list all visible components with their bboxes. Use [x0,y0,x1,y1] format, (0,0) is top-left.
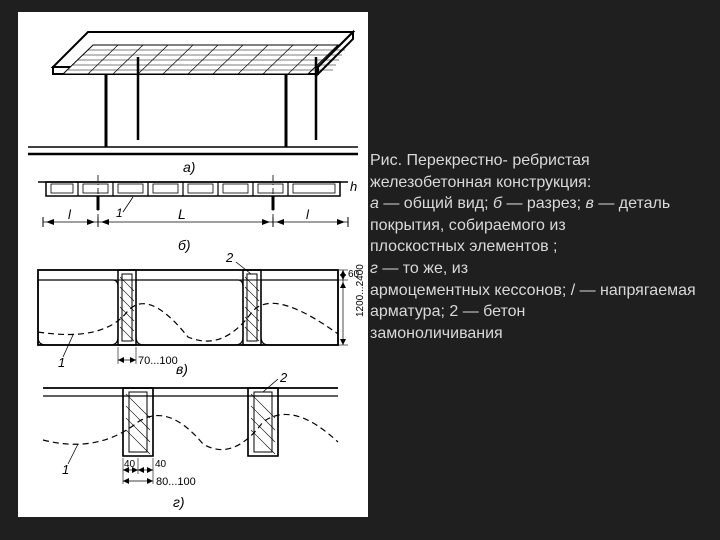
caption-seg-2b: — общий вид; [379,195,493,212]
label-2-g: 2 [279,370,288,385]
caption-line-3: плоскостных элементов ; [370,238,557,255]
label-80-100: 80...100 [156,476,196,488]
label-1-b: 1 [116,206,123,220]
label-L: L [178,206,186,222]
figure-panel: а) [18,12,368,517]
technical-drawing: а) [18,12,368,517]
caption-seg-2d: — разрез; [502,195,586,212]
view-b-section: l L l h 1 [38,175,357,227]
caption-em-g: г [370,260,378,277]
label-70-100: 70...100 [138,355,178,367]
label-h: h [350,179,357,194]
page: а) [0,0,720,540]
label-1200-2400: 1200...2400 [355,264,366,317]
label-l-left: l [68,207,72,222]
caption-line-1: Рис. Перекрестно- ребристая железобетонн… [370,152,591,191]
label-a: а) [183,159,195,175]
label-l-right: l [306,207,310,222]
view-a-perspective [28,32,358,154]
label-1-g: 1 [62,462,69,477]
label-40b: 40 [155,459,167,470]
label-2-v: 2 [225,250,234,265]
label-b: б) [178,237,191,253]
caption-block: Рис. Перекрестно- ребристая железобетонн… [370,150,705,344]
view-v-detail: 1 2 70...100 60 1200...2 [38,250,366,370]
label-1-v: 1 [58,355,65,370]
caption-em-b: б [493,195,502,212]
caption-line-6: замоноличивания [370,325,503,342]
label-v: в) [176,361,188,377]
label-40a: 40 [124,459,136,470]
label-g: г) [173,494,185,510]
caption-em-a: а [370,195,379,212]
view-g-detail: 1 2 40 40 80...100 [43,370,338,488]
caption-em-v: в [586,195,594,212]
caption-line-5: армоцементных кессонов; / — напрягаемая … [370,282,696,321]
caption-seg-4b: — то же, из [378,260,468,277]
